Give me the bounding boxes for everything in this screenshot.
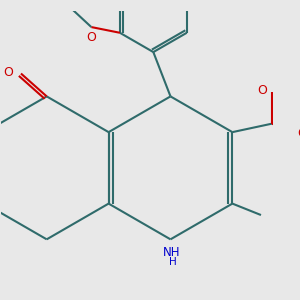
Text: O: O [298, 127, 300, 140]
Text: O: O [257, 84, 267, 97]
Text: H: H [169, 257, 177, 267]
Text: NH: NH [163, 246, 181, 259]
Text: O: O [86, 31, 96, 44]
Text: O: O [3, 66, 13, 79]
